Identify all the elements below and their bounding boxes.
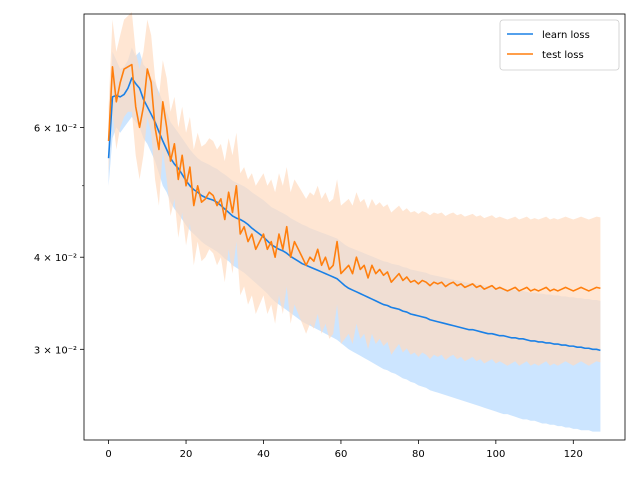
legend: learn loss test loss [499, 19, 620, 71]
learn-loss-line [107, 77, 601, 352]
uncertainty-bands [108, 12, 601, 432]
x-tick-label: 20 [180, 449, 193, 460]
legend-label: learn loss [542, 30, 590, 41]
y-tick-label: 6 × 10⁻² [34, 123, 77, 134]
test-loss-line [107, 63, 601, 292]
x-tick-label: 120 [564, 449, 583, 460]
legend-box [499, 19, 620, 71]
x-tick-label: 60 [335, 449, 348, 460]
series-lines [107, 63, 601, 352]
plot-frame [83, 13, 626, 441]
test-loss-band [108, 12, 601, 366]
x-tick-label: 0 [105, 449, 111, 460]
y-tick-label: 3 × 10⁻² [34, 345, 77, 356]
x-axis: 0 20 40 60 80 100 120 [105, 440, 583, 460]
x-tick-label: 80 [412, 449, 425, 460]
x-tick-label: 100 [486, 449, 505, 460]
y-axis: 3 × 10⁻² 4 × 10⁻² 6 × 10⁻² [34, 123, 84, 356]
legend-label: test loss [542, 50, 584, 61]
x-tick-label: 40 [257, 449, 270, 460]
y-tick-label: 4 × 10⁻² [34, 253, 77, 264]
